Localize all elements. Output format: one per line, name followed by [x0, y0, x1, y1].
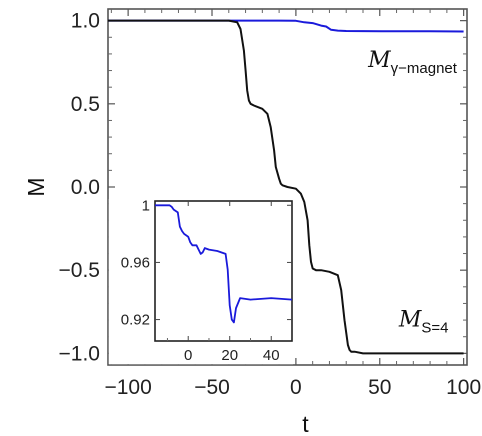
y-tick-label: −1.0 — [59, 342, 100, 365]
inset-x-tick-label: 40 — [263, 347, 280, 364]
x-tick-label: 50 — [368, 376, 391, 399]
y-axis-label: M — [23, 177, 49, 196]
inset-y-tick-label: 1 — [142, 197, 150, 214]
inset-y-tick-label: 0.92 — [121, 312, 150, 329]
x-tick-label: −100 — [104, 376, 151, 399]
inset-frame — [154, 200, 293, 342]
label-s4: MS=4 — [398, 308, 449, 337]
label-s4-main: M — [398, 308, 422, 333]
inset-x-tick-label: 20 — [221, 347, 238, 364]
y-tick-label: 1.0 — [71, 10, 100, 33]
x-axis-label: t — [302, 411, 309, 436]
label-s4-sub: S=4 — [421, 320, 448, 337]
series-gamma-magnet-line — [108, 19, 464, 33]
label-gamma-magnet-main: M — [367, 48, 391, 73]
y-tick-label: −0.5 — [59, 259, 100, 282]
inset-x-tick-label: 0 — [184, 347, 192, 364]
x-tick-label: −50 — [194, 376, 230, 399]
y-tick-label: 0.0 — [71, 176, 100, 199]
x-tick-label: 0 — [290, 376, 302, 399]
x-tick-label: 100 — [446, 376, 481, 399]
inset-series-gamma-magnet-line — [155, 204, 292, 324]
label-gamma-magnet-sub: γ−magnet — [391, 60, 458, 77]
y-tick-label: 0.5 — [71, 93, 100, 116]
inset-plot: 0 20 40 0.92 0.96 1 — [108, 197, 293, 365]
inset-y-tick-label: 0.96 — [121, 254, 150, 271]
series-s4-line — [108, 19, 464, 355]
label-gamma-magnet: Mγ−magnet — [367, 48, 458, 77]
